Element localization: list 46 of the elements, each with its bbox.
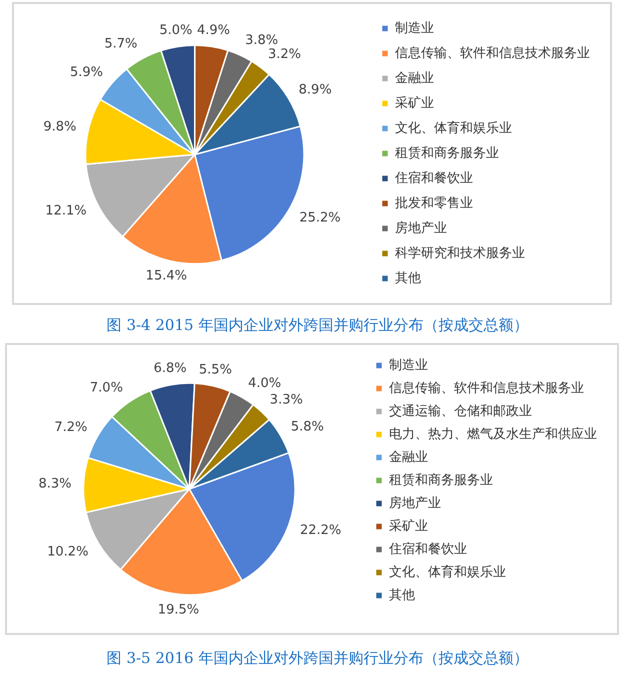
legend-label: 制造业	[389, 358, 428, 373]
legend-label: 住宿和餐饮业	[394, 170, 473, 186]
legend-label: 房地产业	[389, 494, 441, 511]
data-label: 9.8%	[43, 120, 76, 135]
legend-label: 信息传输、软件和信息技术服务业	[395, 46, 590, 61]
legend-label: 文化、体育和娱乐业	[389, 564, 506, 580]
legend-label: 交通运输、仓储和邮政业	[389, 402, 532, 419]
data-label: 4.9%	[196, 23, 230, 38]
legend-label: 租赁和商务服务业	[389, 472, 493, 488]
data-label: 7.0%	[90, 380, 123, 396]
legend-label: 金融业	[395, 70, 434, 86]
legend-label: 其他	[389, 588, 415, 603]
data-label: 5.9%	[70, 64, 104, 80]
legend-label: 金融业	[389, 450, 428, 465]
data-label: 10.2%	[47, 544, 88, 560]
data-label: 3.2%	[268, 47, 302, 62]
data-label: 8.3%	[38, 476, 72, 492]
data-label: 15.4%	[146, 268, 187, 284]
data-label: 3.3%	[270, 392, 303, 408]
legend-label: 房地产业	[395, 220, 447, 236]
data-label: 7.2%	[54, 420, 88, 436]
legend-label: 电力、热力、燃气及水生产和供应业	[389, 426, 597, 442]
legend-label: 信息传输、软件和信息技术服务业	[389, 380, 584, 396]
text: 图 3-5 2016 年国内企业对外跨国并购行业分布（按成交总额）	[106, 648, 530, 668]
data-label: 5.7%	[104, 36, 138, 52]
legend-label: 文化、体育和娱乐业	[395, 120, 512, 136]
legend-label: 租赁和商务服务业	[395, 146, 499, 161]
legend-label: 其他	[395, 270, 421, 286]
data-label: 5.0%	[159, 23, 192, 38]
text: 图 3-4 2015 年国内企业对外跨国并购行业分布（按成交总额）	[106, 315, 530, 335]
data-label: 5.5%	[198, 362, 232, 378]
legend-label: 采矿业	[395, 96, 434, 111]
data-label: 5.8%	[290, 420, 324, 435]
data-label: 3.8%	[245, 32, 278, 48]
legend-label: 住宿和餐饮业	[388, 540, 467, 557]
data-label: 25.2%	[299, 210, 341, 226]
data-label: 22.2%	[300, 523, 342, 538]
legend-label: 科学研究和技术服务业	[395, 246, 525, 261]
legend-label: 采矿业	[389, 518, 428, 534]
legend-label: 批发和零售业	[395, 196, 473, 211]
data-label: 19.5%	[158, 602, 200, 618]
data-label: 8.9%	[298, 82, 332, 98]
data-label: 4.0%	[248, 376, 282, 391]
data-label: 12.1%	[45, 204, 87, 219]
legend-label: 制造业	[395, 20, 434, 36]
data-label: 6.8%	[154, 361, 187, 376]
